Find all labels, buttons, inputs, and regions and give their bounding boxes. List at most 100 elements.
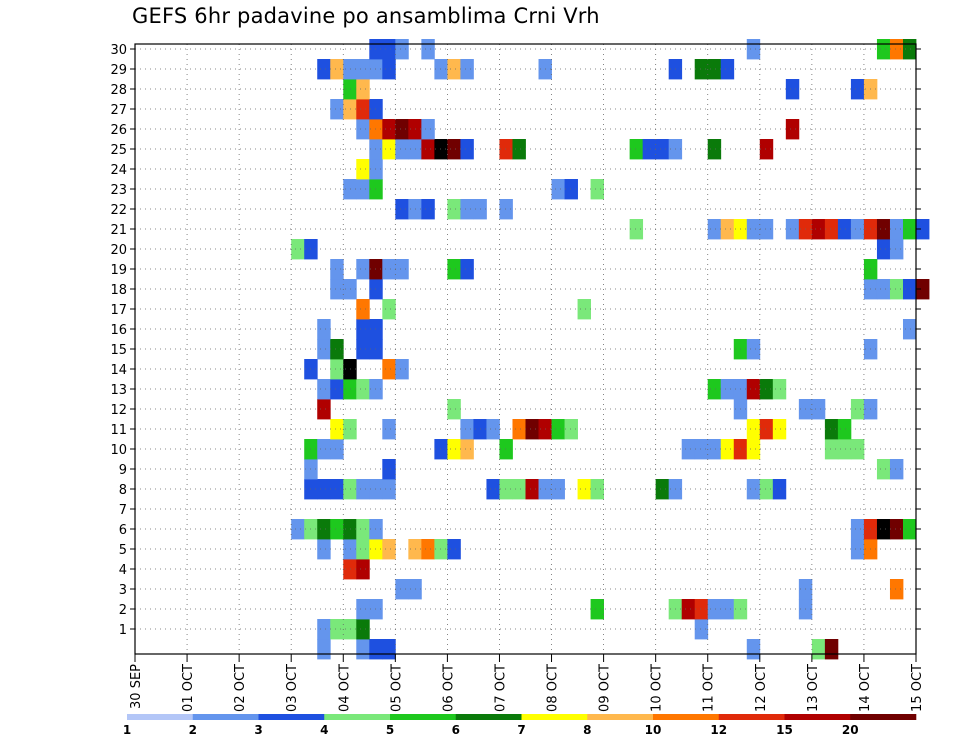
y-tick-label: 4 (119, 563, 127, 578)
colorbar-segment (258, 714, 325, 720)
heatmap-cell (382, 419, 396, 440)
heatmap-cell (330, 339, 344, 360)
heatmap-cell (356, 379, 370, 400)
heatmap-cell (356, 539, 370, 560)
heatmap-cell (837, 419, 852, 440)
heatmap-cell (746, 219, 761, 240)
heatmap-cell (564, 419, 578, 440)
y-tick-label: 6 (119, 523, 127, 538)
colorbar-segment (587, 714, 654, 720)
heatmap-cell (746, 419, 761, 440)
heatmap-cell (421, 39, 435, 60)
heatmap-cell (291, 519, 305, 540)
heatmap-cell (460, 59, 474, 80)
heatmap-cell (356, 559, 370, 580)
heatmap-cell (824, 419, 839, 440)
x-tick-label: 12 OCT (754, 664, 769, 712)
heatmap-cell (772, 379, 787, 400)
heatmap-cell (343, 419, 357, 440)
y-tick-label: 19 (110, 263, 127, 278)
heatmap-cell (876, 459, 891, 480)
heatmap-cell (850, 219, 865, 240)
heatmap-cell (382, 39, 396, 60)
colorbar-label: 1 (123, 723, 131, 737)
heatmap-cell (369, 479, 383, 500)
colorbar-label: 5 (386, 723, 394, 737)
y-tick-label: 12 (110, 403, 127, 418)
heatmap-cell (850, 519, 865, 540)
heatmap-cell (694, 59, 709, 80)
heatmap-cell (785, 219, 800, 240)
heatmap-cell (707, 599, 722, 620)
heatmap-cell (902, 519, 917, 540)
y-tick-label: 13 (110, 383, 127, 398)
heatmap-cell (590, 179, 604, 200)
heatmap-cell (460, 439, 474, 460)
y-tick-label: 30 (110, 43, 127, 58)
colorbar-segment (455, 714, 522, 720)
heatmap-cell (837, 219, 852, 240)
heatmap-cell (343, 479, 357, 500)
heatmap-cell (746, 639, 761, 660)
y-tick-label: 1 (119, 623, 127, 638)
heatmap-cell (707, 379, 722, 400)
heatmap-cell (330, 359, 344, 380)
heatmap-cell (889, 39, 904, 60)
heatmap-cell (577, 299, 591, 320)
heatmap-cell (369, 379, 383, 400)
heatmap-cell (330, 519, 344, 540)
heatmap-cell (343, 279, 357, 300)
heatmap-cell (434, 139, 448, 160)
heatmap-cell (811, 639, 826, 660)
heatmap-cell (395, 39, 409, 60)
heatmap-cell (681, 439, 696, 460)
heatmap-cell (356, 639, 370, 660)
heatmap-cell (525, 419, 539, 440)
heatmap-cell (655, 479, 670, 500)
heatmap-cell (850, 399, 865, 420)
heatmap-cell (356, 119, 370, 140)
colorbar-label: 6 (452, 723, 460, 737)
heatmap-cell (590, 479, 604, 500)
heatmap-cell (785, 119, 800, 140)
heatmap-cell (811, 219, 826, 240)
y-tick-label: 18 (110, 283, 127, 298)
colorbar-label: 20 (842, 723, 859, 737)
heatmap-cell (356, 599, 370, 620)
x-tick-label: 03 OCT (285, 664, 300, 712)
y-tick-label: 8 (119, 483, 127, 498)
heatmap-cell (343, 79, 357, 100)
heatmap-cell (916, 279, 930, 300)
heatmap-cell (902, 219, 917, 240)
heatmap-cell (759, 379, 774, 400)
heatmap-cell (551, 179, 565, 200)
heatmap-cell (824, 639, 839, 660)
heatmap-cell (421, 199, 435, 220)
heatmap-cell (447, 439, 461, 460)
heatmap-cell (317, 479, 331, 500)
heatmap-cell (317, 639, 331, 660)
heatmap-cell (551, 419, 565, 440)
heatmap-cell (395, 119, 409, 140)
x-tick-label: 08 OCT (546, 664, 561, 712)
y-tick-label: 20 (110, 243, 127, 258)
x-tick-label: 07 OCT (493, 664, 508, 712)
heatmap-cell (681, 599, 696, 620)
heatmap-cell (746, 39, 761, 60)
heatmap-cell (694, 599, 709, 620)
heatmap-cell (434, 539, 448, 560)
heatmap-cell (369, 599, 383, 620)
heatmap-cell (369, 119, 383, 140)
heatmap-cell (369, 59, 383, 80)
heatmap-cell (850, 79, 865, 100)
heatmap-cell (876, 519, 891, 540)
heatmap-cell (876, 39, 891, 60)
heatmap-cell (317, 399, 331, 420)
heatmap-cell (824, 219, 839, 240)
colorbar-segment (521, 714, 588, 720)
heatmap-cell (343, 59, 357, 80)
y-tick-label: 29 (110, 63, 127, 78)
heatmap-cell (317, 539, 331, 560)
y-tick-label: 17 (110, 303, 127, 318)
heatmap-cell (707, 219, 722, 240)
